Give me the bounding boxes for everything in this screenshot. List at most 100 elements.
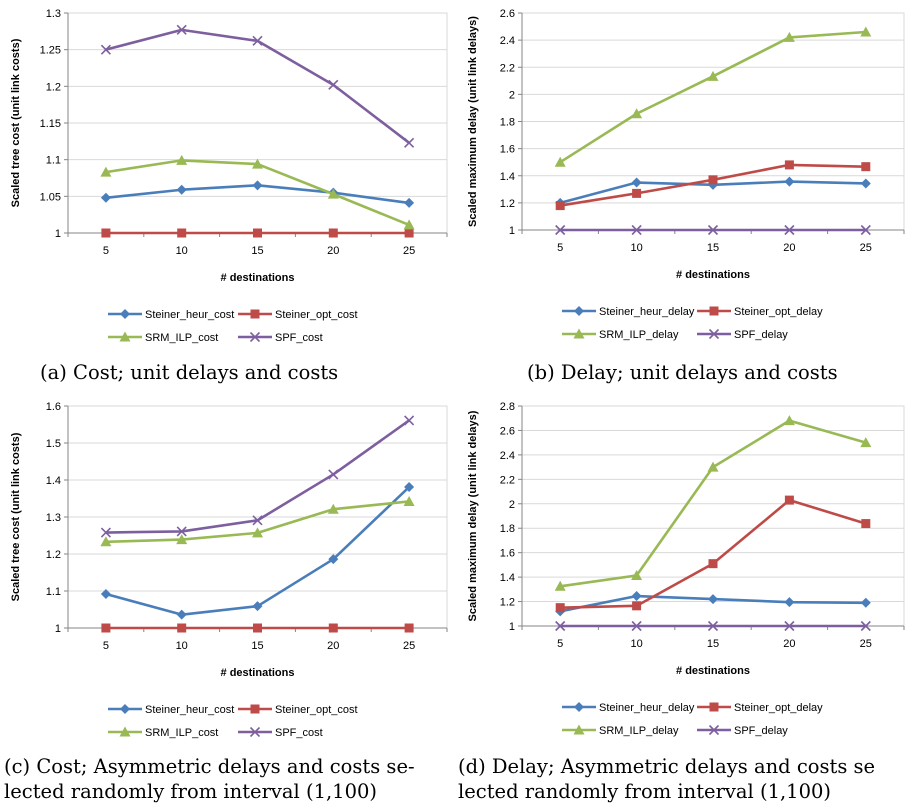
y-tick-label: 1.2 <box>46 549 61 561</box>
x-tick-label: 25 <box>403 640 415 652</box>
data-point-stroke-2 <box>100 527 111 538</box>
legend-item: SRM_ILP_delay <box>562 724 679 737</box>
y-tick-label: 1.6 <box>46 401 61 413</box>
data-point <box>252 601 263 612</box>
legend: Steiner_heur_cost Steiner_opt_cost SRM_ILP… <box>108 309 358 344</box>
data-point <box>783 415 795 426</box>
x-tick-label: 10 <box>176 640 188 652</box>
data-point <box>554 156 566 167</box>
chart-d-caption-line-2: lected randomly from interval (1,100) <box>458 780 832 803</box>
data-point <box>707 461 719 472</box>
legend-marker-stroke-2 <box>249 331 261 343</box>
data-point-stroke-2 <box>404 137 415 148</box>
x-tick-label: 10 <box>630 638 642 650</box>
data-point-stroke-2 <box>252 515 263 526</box>
data-point-stroke-2 <box>784 224 795 236</box>
x-tick-label: 20 <box>783 242 795 254</box>
data-point <box>327 188 339 199</box>
data-point <box>707 224 719 236</box>
y-tick-label: 1.05 <box>40 191 61 203</box>
chart-panel-d: 1 1.2 1.4 1.6 1.8 2 2.2 2.4 2.6 2.8 5 10 15 20 25 # des… <box>457 393 915 810</box>
data-point <box>784 224 795 236</box>
legend-label: Steiner_opt_delay <box>734 702 823 714</box>
series-SRM_ILP_cost <box>100 495 415 547</box>
legend: Steiner_heur_cost Steiner_opt_cost SRM_ILP… <box>108 704 358 739</box>
legend-item: Steiner_opt_cost <box>238 309 358 321</box>
chart-c-caption-line-1: (c) Cost; Asymmetric delays and costs se… <box>4 755 415 778</box>
chart-c-svg: 1 1.1 1.2 1.3 1.4 1.5 1.6 5 10 15 20 25 # destinatio… <box>10 401 448 739</box>
legend-item: SPF_delay <box>697 724 788 737</box>
legend-marker <box>119 726 131 737</box>
legend: Steiner_heur_delay Steiner_opt_delay SRM_I… <box>562 702 823 737</box>
data-point <box>631 177 642 188</box>
data-point-stroke-2 <box>860 224 871 236</box>
legend-item: Steiner_opt_delay <box>697 702 823 714</box>
x-tick-label: 15 <box>251 245 263 257</box>
data-point <box>176 24 187 35</box>
data-point <box>784 495 794 505</box>
data-point <box>555 620 566 632</box>
legend-item: Steiner_heur_delay <box>562 702 695 714</box>
data-point <box>860 224 871 236</box>
series-line <box>560 498 867 609</box>
legend-item: SRM_ILP_cost <box>108 331 218 344</box>
data-point <box>554 580 566 591</box>
chart-panel-a: 1 1.05 1.1 1.15 1.2 1.25 1.3 5 10 15 20 25 # destina… <box>0 0 457 405</box>
data-point <box>707 70 719 81</box>
y-tick-label: 1.5 <box>46 438 61 450</box>
x-tick-label: 25 <box>860 638 872 650</box>
data-point <box>404 415 415 426</box>
x-tick-label: 20 <box>327 245 339 257</box>
legend-item: SRM_ILP_delay <box>562 328 679 341</box>
chart-d-caption: (d) Delay; Asymmetric delays and costs s… <box>458 754 875 804</box>
legend-marker-stroke-2 <box>249 726 261 738</box>
y-tick-label: 1.15 <box>40 118 61 130</box>
data-point <box>327 503 339 514</box>
data-point <box>176 154 188 165</box>
data-point <box>784 620 795 632</box>
series-SRM_ILP_delay <box>554 415 872 591</box>
data-point <box>328 623 338 633</box>
y-tick-label: 1.6 <box>500 548 515 560</box>
x-tick-label: 20 <box>327 640 339 652</box>
y-tick-label: 1.2 <box>46 81 61 93</box>
series-Steiner_opt_cost <box>101 228 414 238</box>
data-point <box>708 559 718 569</box>
legend-marker <box>250 704 260 714</box>
data-point <box>252 180 263 191</box>
data-point <box>555 201 565 211</box>
x-tick-label: 5 <box>103 245 109 257</box>
x-axis-title: # destinations <box>676 665 750 677</box>
legend-marker <box>708 724 720 736</box>
data-point <box>404 228 414 238</box>
x-tick-label: 20 <box>783 638 795 650</box>
chart-c-caption: (c) Cost; Asymmetric delays and costs se… <box>4 754 415 804</box>
data-point <box>555 603 565 613</box>
y-tick-label: 1.8 <box>500 523 515 535</box>
legend-label: SRM_ILP_delay <box>599 725 679 737</box>
y-axis-title: Scaled tree cost (unit link costs) <box>10 38 22 207</box>
data-point-stroke-2 <box>631 224 642 236</box>
x-tick-label: 15 <box>251 640 263 652</box>
legend-label: SPF_delay <box>734 329 788 341</box>
chart-panel-c: 1 1.1 1.2 1.3 1.4 1.5 1.6 5 10 15 20 25 # destinatio… <box>0 393 457 810</box>
data-point <box>176 534 188 545</box>
chart-a-caption: (a) Cost; unit delays and costs <box>40 360 338 385</box>
data-point <box>176 609 187 620</box>
chart-b-caption: (b) Delay; unit delays and costs <box>527 360 838 385</box>
y-tick-label: 1.4 <box>500 171 515 183</box>
x-tick-label: 10 <box>630 242 642 254</box>
y-tick-label: 2.4 <box>500 35 515 47</box>
legend-marker <box>574 306 584 316</box>
series-Steiner_opt_cost <box>101 623 414 633</box>
data-point <box>632 188 642 198</box>
legend-label: Steiner_heur_cost <box>145 309 234 321</box>
legend-item: SPF_cost <box>238 331 323 344</box>
x-axis-title: # destinations <box>221 272 295 284</box>
data-point <box>252 527 263 538</box>
data-point <box>708 175 718 185</box>
legend-item: Steiner_heur_cost <box>108 704 234 716</box>
data-point <box>253 623 262 633</box>
legend-marker <box>250 309 260 319</box>
series-line <box>105 419 410 534</box>
